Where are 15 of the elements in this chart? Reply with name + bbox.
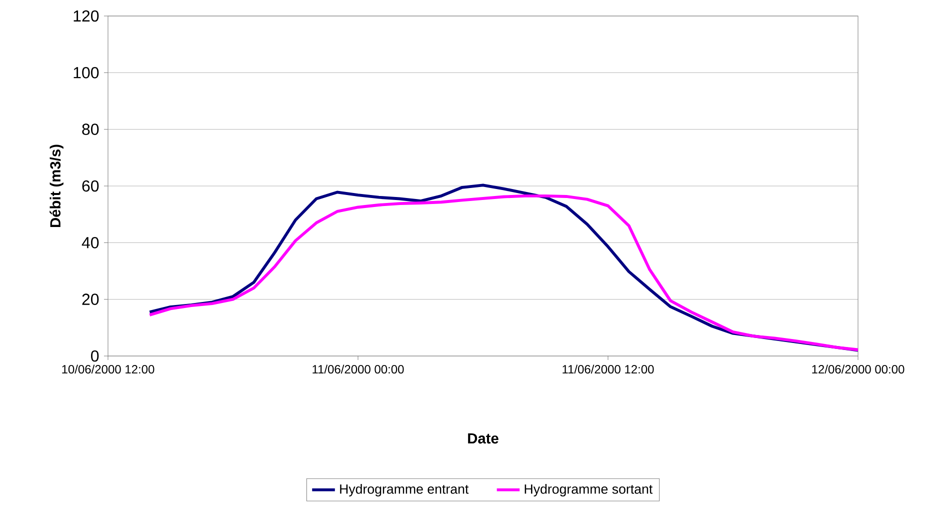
y-tick-label: 20 <box>82 294 99 305</box>
x-tick-label: 11/06/2000 00:00 <box>312 364 404 374</box>
y-tick-label: 0 <box>91 350 99 362</box>
x-tick-label: 12/06/2000 00:00 <box>812 364 904 374</box>
y-tick-label: 40 <box>82 237 99 248</box>
y-axis-title: Débit (m3/s) <box>50 144 64 227</box>
x-tick-label: 10/06/2000 12:00 <box>62 364 154 374</box>
y-tick-label: 60 <box>82 180 99 192</box>
legend-label: Hydrogramme sortant <box>524 484 653 496</box>
x-tick-label: 11/06/2000 12:00 <box>562 364 654 374</box>
y-tick-label: 120 <box>74 10 99 22</box>
y-tick-label: 80 <box>82 124 99 135</box>
legend-label: Hydrogramme entrant <box>340 484 469 496</box>
y-tick-label: 100 <box>74 67 99 78</box>
x-axis-title: Date <box>468 433 498 444</box>
